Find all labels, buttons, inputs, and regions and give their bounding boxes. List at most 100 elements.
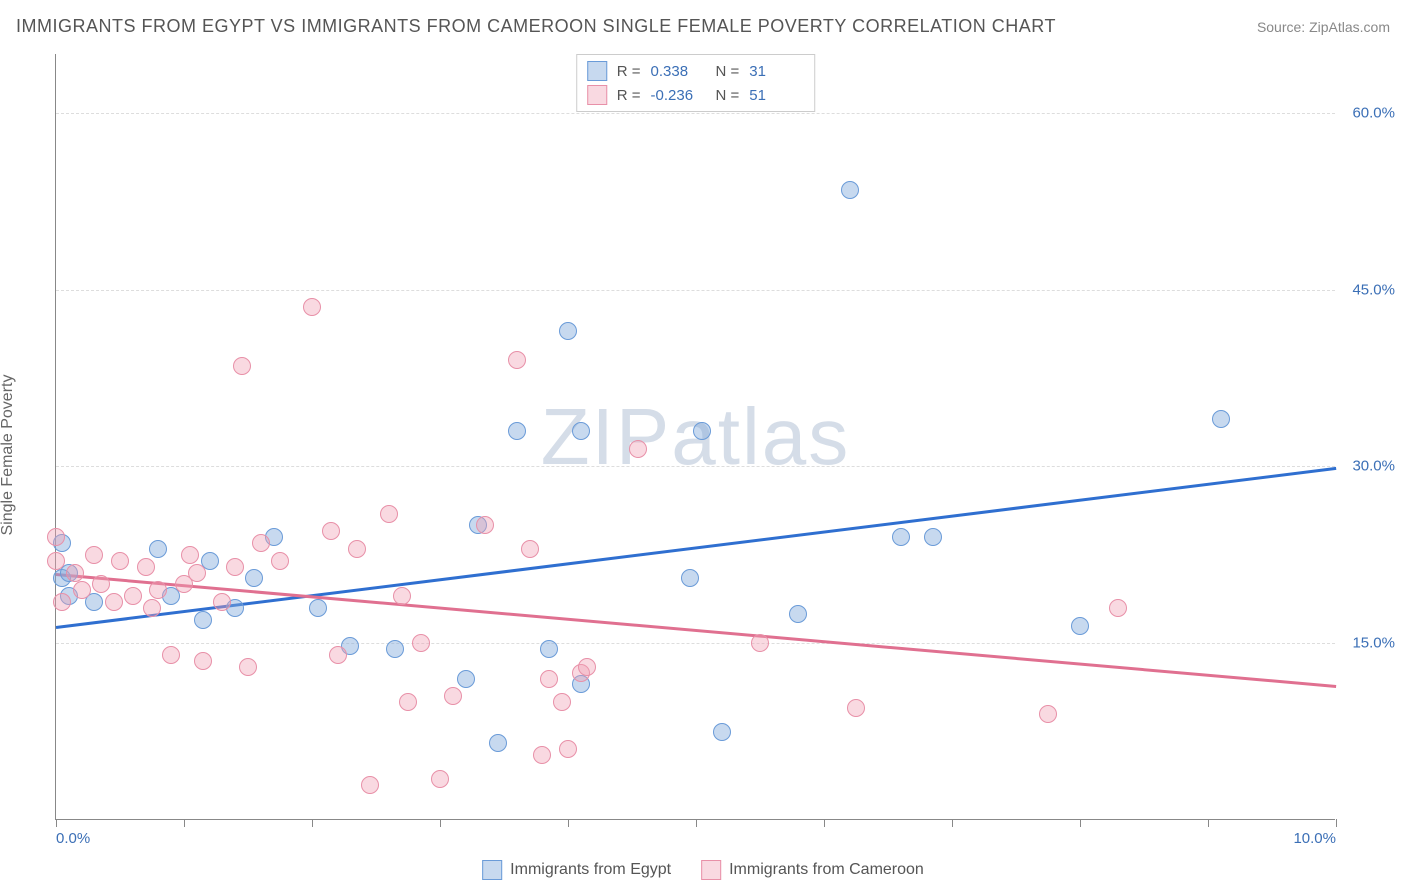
stats-row: R =0.338N =31 xyxy=(587,59,805,83)
data-point xyxy=(399,693,417,711)
y-tick-label: 30.0% xyxy=(1352,458,1395,475)
data-point xyxy=(540,670,558,688)
stat-n-label: N = xyxy=(716,87,740,104)
y-tick-label: 60.0% xyxy=(1352,104,1395,121)
data-point xyxy=(271,552,289,570)
stat-r-value: -0.236 xyxy=(651,87,706,104)
x-tick xyxy=(440,819,441,827)
legend-item-egypt: Immigrants from Egypt xyxy=(482,860,671,880)
data-point xyxy=(143,599,161,617)
data-point xyxy=(137,558,155,576)
stat-n-label: N = xyxy=(716,63,740,80)
data-point xyxy=(508,351,526,369)
x-tick xyxy=(568,819,569,827)
data-point xyxy=(105,593,123,611)
data-point xyxy=(194,611,212,629)
data-point xyxy=(693,422,711,440)
data-point xyxy=(892,528,910,546)
data-point xyxy=(149,581,167,599)
data-point xyxy=(789,605,807,623)
source-label: Source: ZipAtlas.com xyxy=(1257,19,1390,35)
data-point xyxy=(380,505,398,523)
grid-line xyxy=(56,466,1335,467)
data-point xyxy=(540,640,558,658)
data-point xyxy=(457,670,475,688)
legend-item-cameroon: Immigrants from Cameroon xyxy=(701,860,924,880)
stat-n-value: 51 xyxy=(749,87,804,104)
x-tick xyxy=(1336,819,1337,827)
data-point xyxy=(521,540,539,558)
data-point xyxy=(194,652,212,670)
data-point xyxy=(361,776,379,794)
grid-line xyxy=(56,643,1335,644)
y-tick-label: 45.0% xyxy=(1352,281,1395,298)
data-point xyxy=(847,699,865,717)
data-point xyxy=(92,575,110,593)
x-tick xyxy=(1080,819,1081,827)
data-point xyxy=(431,770,449,788)
data-point xyxy=(751,634,769,652)
data-point xyxy=(508,422,526,440)
data-point xyxy=(111,552,129,570)
data-point xyxy=(303,298,321,316)
data-point xyxy=(533,746,551,764)
x-tick-label: 0.0% xyxy=(56,830,90,847)
data-point xyxy=(329,646,347,664)
data-point xyxy=(85,546,103,564)
data-point xyxy=(1212,410,1230,428)
data-point xyxy=(1039,705,1057,723)
data-point xyxy=(444,687,462,705)
stat-r-value: 0.338 xyxy=(651,63,706,80)
data-point xyxy=(252,534,270,552)
data-point xyxy=(213,593,231,611)
data-point xyxy=(412,634,430,652)
data-point xyxy=(1109,599,1127,617)
stat-r-label: R = xyxy=(617,87,641,104)
stats-row: R = -0.236 N = 51 xyxy=(587,83,805,107)
data-point xyxy=(181,546,199,564)
data-point xyxy=(841,181,859,199)
data-point xyxy=(73,581,91,599)
data-point xyxy=(226,558,244,576)
data-point xyxy=(393,587,411,605)
data-point xyxy=(1071,617,1089,635)
data-point xyxy=(47,528,65,546)
legend-label-cameroon: Immigrants from Cameroon xyxy=(729,861,924,879)
legend-label-egypt: Immigrants from Egypt xyxy=(510,861,671,879)
legend-swatch-egypt xyxy=(482,860,502,880)
data-point xyxy=(53,593,71,611)
data-point xyxy=(681,569,699,587)
data-point xyxy=(559,740,577,758)
data-point xyxy=(47,552,65,570)
grid-line xyxy=(56,113,1335,114)
x-tick-label: 10.0% xyxy=(1293,830,1336,847)
grid-line xyxy=(56,290,1335,291)
x-tick xyxy=(56,819,57,827)
data-point xyxy=(162,646,180,664)
y-axis-label: Single Female Poverty xyxy=(0,375,17,536)
x-tick xyxy=(696,819,697,827)
data-point xyxy=(578,658,596,676)
data-point xyxy=(553,693,571,711)
x-tick xyxy=(952,819,953,827)
data-point xyxy=(713,723,731,741)
data-point xyxy=(309,599,327,617)
chart-title: IMMIGRANTS FROM EGYPT VS IMMIGRANTS FROM… xyxy=(16,16,1056,37)
x-tick xyxy=(184,819,185,827)
data-point xyxy=(348,540,366,558)
legend-swatch-cameroon xyxy=(701,860,721,880)
data-point xyxy=(559,322,577,340)
bottom-legend: Immigrants from Egypt Immigrants from Ca… xyxy=(482,860,924,880)
data-point xyxy=(476,516,494,534)
data-point xyxy=(149,540,167,558)
data-point xyxy=(239,658,257,676)
plot-area: ZIPatlas R =0.338N =31R =-0.236N =51 15.… xyxy=(55,54,1335,820)
data-point xyxy=(924,528,942,546)
y-tick-label: 15.0% xyxy=(1352,635,1395,652)
x-tick xyxy=(312,819,313,827)
trend-line-blue xyxy=(56,466,1336,628)
stats-legend: R =0.338N =31R =-0.236N =51 xyxy=(576,54,816,112)
x-tick xyxy=(1208,819,1209,827)
data-point xyxy=(124,587,142,605)
data-point xyxy=(188,564,206,582)
